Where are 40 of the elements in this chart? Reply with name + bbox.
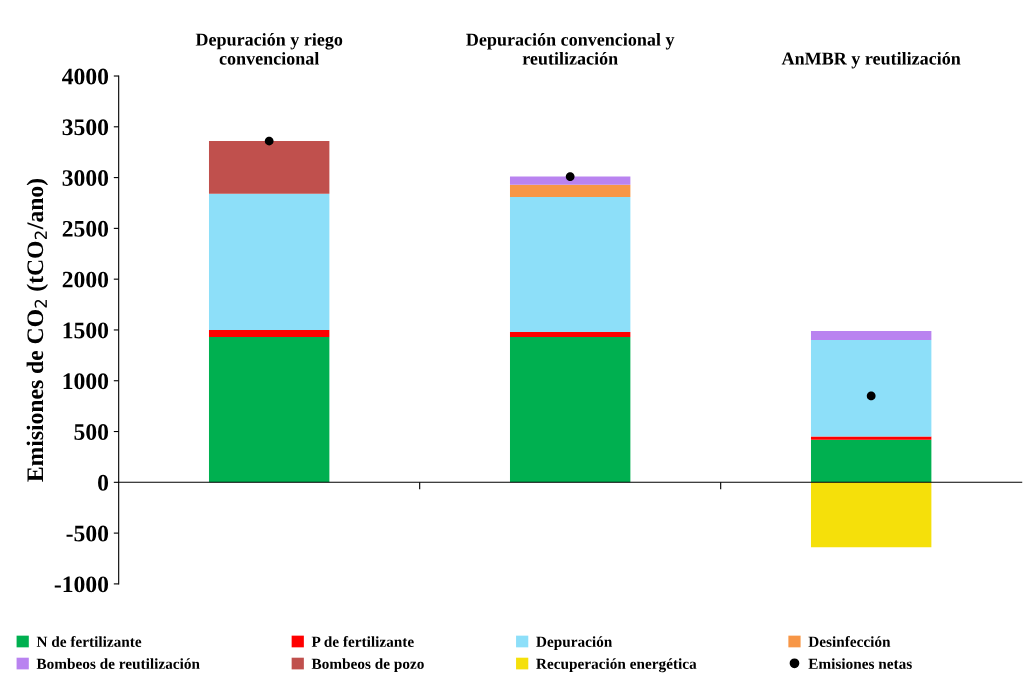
bar bbox=[208, 329, 330, 338]
legend-label: P de fertilizante bbox=[311, 636, 414, 647]
bar bbox=[509, 196, 631, 332]
legend-label: Desinfección bbox=[808, 636, 891, 647]
y-tick-label: 2500 bbox=[62, 220, 109, 237]
y-tick-label: 1500 bbox=[63, 322, 109, 339]
bar bbox=[509, 337, 631, 483]
bar bbox=[208, 141, 330, 194]
legend-label: Bombeos de pozo bbox=[311, 658, 424, 673]
bar bbox=[810, 436, 932, 440]
bar bbox=[810, 330, 932, 341]
y-tick-label: 2000 bbox=[62, 271, 109, 288]
legend-label: Recuperación energética bbox=[536, 658, 697, 673]
point bbox=[264, 136, 274, 146]
legend-label: Depuración bbox=[536, 636, 613, 651]
y-tick-label: -1000 bbox=[54, 576, 109, 593]
x-tick-label: Depuración y riego convencional bbox=[195, 32, 343, 65]
x-tick-label: Depuración convencional y reutilización bbox=[466, 33, 675, 65]
y-axis-title: Emisiones de CO$_{2}$ (tCO$_{2}$/ano) bbox=[26, 179, 49, 482]
bar bbox=[810, 439, 932, 483]
y-tick-label: 0 bbox=[98, 474, 109, 491]
y-tick-label: -500 bbox=[66, 525, 109, 542]
y-tick-label: 3000 bbox=[62, 170, 109, 187]
y-tick-label: 3500 bbox=[62, 119, 109, 136]
point bbox=[565, 172, 575, 181]
bar bbox=[810, 340, 932, 437]
legend-label: Bombeos de reutilización bbox=[36, 658, 200, 670]
bar bbox=[509, 176, 631, 185]
y-tick-label: 500 bbox=[74, 424, 109, 440]
point bbox=[866, 391, 876, 401]
bar bbox=[208, 193, 330, 330]
x-tick-label: AnMBR y reutilización bbox=[781, 51, 961, 69]
bar bbox=[810, 482, 932, 548]
y-tick-label: 4000 bbox=[62, 68, 109, 85]
legend-label: N de fertilizante bbox=[36, 636, 142, 647]
bar bbox=[509, 331, 631, 338]
bar bbox=[509, 184, 631, 197]
bar bbox=[208, 337, 330, 483]
legend-label: Emisiones netas bbox=[808, 658, 912, 669]
y-tick-label: 1000 bbox=[63, 373, 109, 390]
